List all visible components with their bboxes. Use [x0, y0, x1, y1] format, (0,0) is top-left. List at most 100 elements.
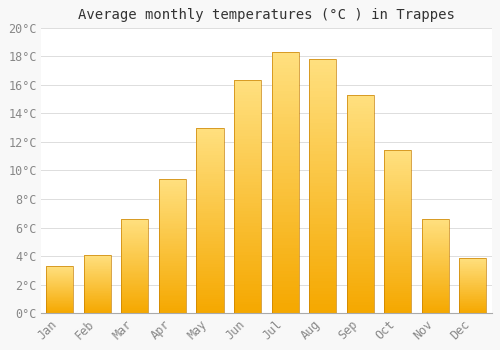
Bar [196, 285, 224, 288]
Bar [159, 266, 186, 268]
Bar [272, 62, 298, 65]
Bar [122, 287, 148, 288]
Bar [272, 81, 298, 85]
Bar [159, 191, 186, 192]
Bar [46, 296, 74, 297]
Bar [234, 153, 261, 156]
Bar [272, 156, 298, 160]
Bar [422, 272, 449, 273]
Bar [272, 147, 298, 150]
Bar [422, 290, 449, 291]
Bar [422, 251, 449, 252]
Bar [159, 231, 186, 233]
Bar [309, 164, 336, 167]
Bar [46, 270, 74, 271]
Bar [272, 258, 298, 261]
Bar [272, 169, 298, 173]
Bar [272, 267, 298, 271]
Bar [84, 257, 111, 258]
Bar [346, 95, 374, 98]
Bar [159, 221, 186, 223]
Bar [346, 125, 374, 127]
Bar [272, 248, 298, 251]
Bar [234, 141, 261, 145]
Bar [309, 246, 336, 250]
Bar [346, 190, 374, 193]
Bar [384, 179, 411, 181]
Bar [346, 144, 374, 147]
Bar [46, 298, 74, 299]
Bar [346, 234, 374, 237]
Bar [122, 304, 148, 305]
Bar [122, 267, 148, 268]
Bar [309, 307, 336, 310]
Bar [309, 199, 336, 202]
Bar [122, 277, 148, 278]
Bar [46, 291, 74, 292]
Bar [422, 303, 449, 304]
Bar [422, 224, 449, 225]
Bar [422, 300, 449, 301]
Bar [159, 211, 186, 212]
Bar [84, 275, 111, 276]
Bar [234, 307, 261, 310]
Bar [122, 243, 148, 244]
Bar [122, 258, 148, 259]
Bar [196, 134, 224, 137]
Bar [122, 259, 148, 260]
Bar [159, 244, 186, 246]
Bar [309, 262, 336, 266]
Bar [460, 293, 486, 294]
Bar [84, 301, 111, 302]
Bar [422, 259, 449, 260]
Bar [122, 295, 148, 297]
Bar [122, 300, 148, 301]
Bar [460, 273, 486, 274]
Bar [159, 223, 186, 224]
Bar [422, 232, 449, 233]
Bar [234, 130, 261, 133]
Bar [422, 266, 449, 267]
Bar [234, 243, 261, 246]
Bar [196, 283, 224, 285]
Bar [196, 206, 224, 209]
Bar [196, 169, 224, 172]
Bar [384, 167, 411, 169]
Bar [309, 272, 336, 275]
Bar [234, 293, 261, 296]
Bar [272, 254, 298, 258]
Bar [84, 291, 111, 292]
Bar [384, 232, 411, 234]
Bar [384, 156, 411, 159]
Bar [46, 273, 74, 274]
Bar [422, 253, 449, 254]
Bar [272, 202, 298, 205]
Bar [346, 196, 374, 198]
Bar [460, 311, 486, 312]
Bar [122, 230, 148, 231]
Bar [272, 107, 298, 111]
Bar [234, 112, 261, 116]
Bar [384, 177, 411, 179]
Bar [159, 251, 186, 253]
Bar [234, 95, 261, 98]
Bar [46, 310, 74, 311]
Bar [196, 188, 224, 190]
Title: Average monthly temperatures (°C ) in Trappes: Average monthly temperatures (°C ) in Tr… [78, 8, 455, 22]
Bar [346, 289, 374, 291]
Bar [234, 264, 261, 267]
Bar [422, 305, 449, 306]
Bar [234, 287, 261, 290]
Bar [122, 247, 148, 248]
Bar [122, 310, 148, 311]
Bar [84, 266, 111, 267]
Bar [196, 199, 224, 202]
Bar [309, 278, 336, 281]
Bar [460, 267, 486, 268]
Bar [122, 254, 148, 256]
Bar [196, 218, 224, 220]
Bar [122, 248, 148, 250]
Bar [460, 291, 486, 292]
Bar [309, 231, 336, 234]
Bar [384, 271, 411, 273]
